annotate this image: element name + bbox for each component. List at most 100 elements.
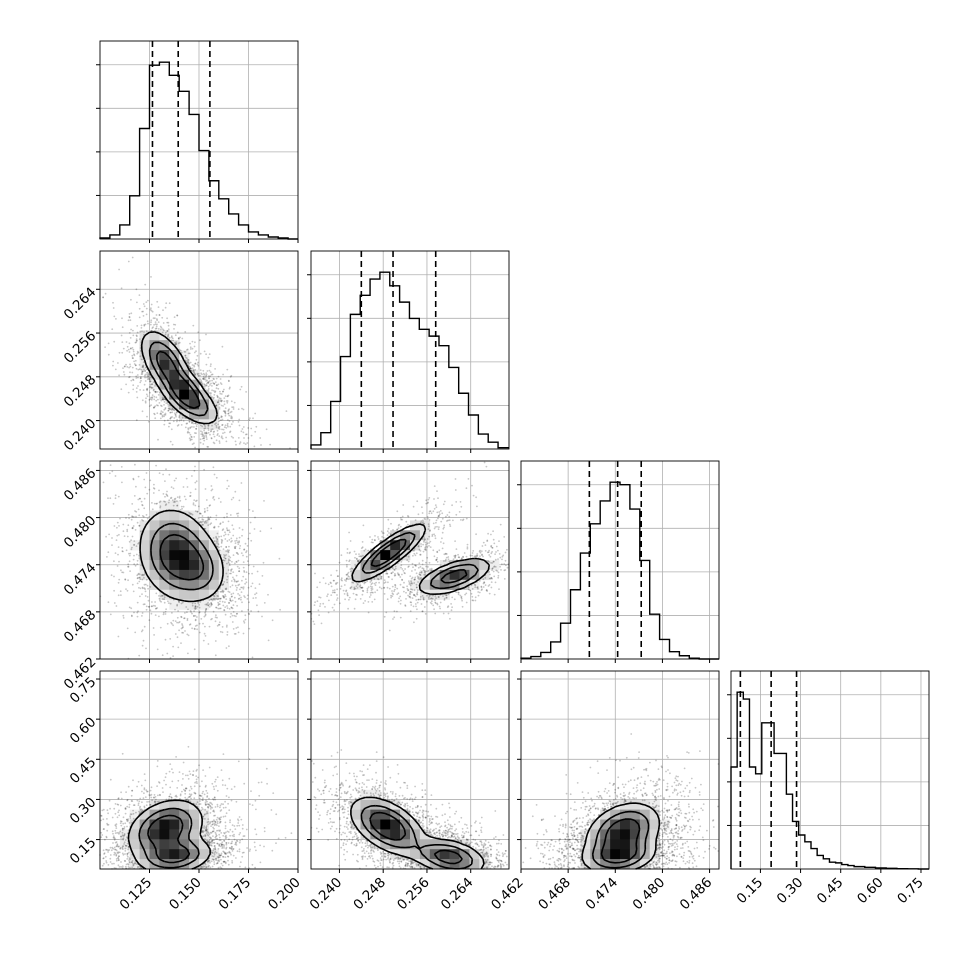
scatter-point — [358, 791, 361, 794]
scatter-point — [135, 367, 138, 370]
scatter-point — [490, 848, 492, 851]
scatter-point — [493, 593, 496, 596]
scatter-point — [396, 610, 398, 613]
scatter-point — [209, 380, 211, 382]
scatter-point — [100, 814, 102, 817]
scatter-point — [117, 594, 120, 597]
scatter-point — [222, 432, 224, 435]
scatter-point — [180, 615, 183, 618]
density-cell — [410, 819, 421, 830]
scatter-point — [191, 367, 194, 370]
scatter-point — [465, 601, 468, 604]
scatter-point — [196, 372, 199, 375]
scatter-point — [485, 861, 488, 864]
scatter-point — [146, 388, 149, 391]
scatter-point — [114, 832, 117, 834]
scatter-point — [239, 588, 241, 591]
scatter-point — [212, 397, 215, 400]
scatter-point — [206, 603, 208, 605]
scatter-point — [265, 767, 268, 770]
density-cell — [179, 540, 190, 551]
scatter-point — [114, 829, 117, 832]
scatter-point — [407, 515, 410, 518]
scatter-point — [232, 496, 235, 499]
density-cell — [380, 799, 391, 810]
scatter-point — [156, 765, 159, 768]
scatter-point — [457, 556, 460, 559]
scatter-point — [240, 818, 243, 821]
scatter-point — [189, 495, 192, 497]
scatter-point — [504, 569, 507, 571]
scatter-point — [400, 560, 403, 563]
scatter-point — [126, 818, 128, 821]
scatter-point — [401, 518, 404, 521]
scatter-point — [312, 620, 315, 623]
density-cell — [620, 849, 631, 860]
scatter-point — [411, 800, 414, 802]
scatter-point — [163, 401, 166, 403]
scatter-point — [324, 779, 326, 782]
scatter-point — [217, 856, 220, 859]
scatter-point — [448, 806, 451, 809]
scatter-point — [211, 851, 214, 854]
density-cell — [639, 829, 650, 840]
scatter-point — [202, 835, 205, 837]
scatter-point — [136, 521, 139, 524]
scatter-point — [258, 794, 261, 797]
scatter-point — [120, 820, 123, 823]
scatter-point — [383, 587, 385, 589]
scatter-point — [419, 816, 422, 819]
scatter-point — [428, 510, 431, 513]
scatter-point — [416, 589, 419, 592]
scatter-point — [436, 525, 438, 528]
scatter-point — [201, 829, 204, 832]
scatter-point — [219, 600, 221, 603]
scatter-point — [346, 850, 348, 853]
scatter-point — [382, 858, 385, 861]
scatter-point — [380, 792, 382, 794]
scatter-point — [170, 796, 173, 799]
scatter-point — [230, 415, 233, 417]
scatter-point — [248, 508, 251, 511]
density-cell — [179, 859, 190, 870]
scatter-point — [209, 392, 211, 394]
scatter-point — [210, 601, 213, 604]
scatter-point — [250, 539, 253, 542]
scatter-point — [435, 558, 438, 561]
scatter-point — [154, 321, 157, 323]
scatter-point — [204, 603, 207, 606]
scatter-point — [141, 410, 144, 413]
scatter-point — [353, 826, 356, 829]
scatter-point — [206, 800, 208, 803]
scatter-point — [218, 397, 221, 400]
scatter-point — [216, 803, 219, 806]
scatter-point — [132, 329, 134, 332]
scatter-point — [130, 539, 133, 541]
scatter-point — [146, 376, 149, 379]
scatter-point — [413, 549, 416, 552]
scatter-point — [351, 836, 354, 839]
scatter-point — [418, 573, 421, 576]
scatter-point — [213, 861, 216, 863]
scatter-point — [411, 591, 413, 594]
scatter-point — [398, 597, 400, 600]
scatter-point — [222, 583, 225, 585]
scatter-point — [389, 861, 391, 864]
scatter-point — [194, 606, 197, 608]
scatter-point — [345, 762, 348, 764]
scatter-point — [365, 865, 368, 867]
scatter-point — [132, 558, 135, 561]
scatter-point — [144, 486, 147, 489]
scatter-point — [103, 828, 105, 830]
scatter-point — [153, 801, 156, 804]
scatter-point — [143, 773, 146, 775]
scatter-point — [126, 798, 129, 801]
scatter-point — [123, 365, 126, 368]
scatter-point — [409, 592, 411, 595]
scatter-point — [203, 378, 206, 381]
scatter-point — [211, 839, 213, 842]
scatter-point — [216, 829, 218, 832]
scatter-point — [417, 545, 420, 548]
scatter-point — [193, 469, 196, 472]
scatter-point — [418, 578, 421, 581]
